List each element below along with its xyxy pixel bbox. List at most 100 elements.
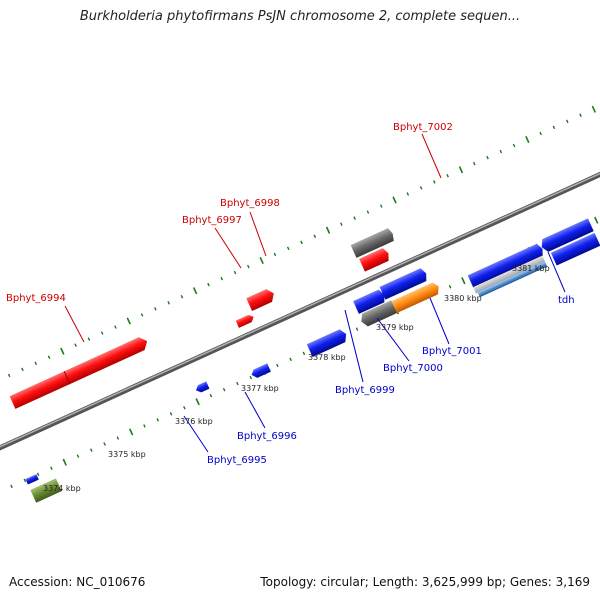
minor-tick: [114, 325, 117, 329]
minor-tick: [169, 412, 173, 416]
gene-labels: Bphyt_6994 Bphyt_6997 Bphyt_6998 Bphyt_7…: [6, 122, 575, 466]
minor-tick: [236, 381, 239, 386]
minor-tick: [366, 210, 370, 214]
minor-tick: [379, 204, 383, 208]
kbp-label: 3380 kbp: [444, 294, 482, 303]
minor-tick: [74, 343, 77, 347]
major-tick: [192, 287, 198, 295]
minor-tick: [89, 448, 93, 452]
minor-tick: [154, 307, 157, 311]
major-tick: [60, 347, 65, 355]
gene-feature-bphyt-6994[interactable]: [9, 335, 150, 409]
minor-tick: [76, 454, 80, 458]
minor-tick: [448, 285, 452, 289]
map-title: Burkholderia phytofirmans PsJN chromosom…: [79, 9, 521, 24]
minor-tick: [419, 186, 423, 190]
minor-tick: [87, 337, 91, 341]
minor-tick: [486, 155, 489, 160]
minor-tick: [313, 234, 317, 239]
major-tick: [392, 196, 397, 204]
gene-label-bphyt-7002: Bphyt_7002: [393, 122, 453, 133]
gene-feature-bphyt-6998[interactable]: [246, 287, 276, 311]
minor-tick: [100, 331, 104, 335]
gene-feature-tdh[interactable]: [473, 255, 548, 298]
gene-feature-gray-upper[interactable]: [350, 227, 396, 258]
minor-tick: [340, 222, 343, 226]
minor-tick: [579, 113, 582, 117]
minor-tick: [209, 393, 213, 398]
gene-label-bphyt-7000: Bphyt_7000: [383, 363, 443, 374]
minor-tick: [539, 131, 542, 136]
gene-feature-bphyt-6995[interactable]: [194, 381, 210, 394]
major-tick: [525, 135, 530, 144]
gene-feature-blue-right-2[interactable]: [539, 218, 594, 253]
minor-tick: [286, 246, 290, 251]
minor-tick: [167, 301, 170, 305]
minor-tick: [353, 216, 356, 220]
minor-tick: [180, 294, 184, 299]
minor-tick: [276, 363, 279, 368]
gene-label-bphyt-6999: Bphyt_6999: [335, 385, 395, 396]
kbp-label: 3381 kbp: [512, 264, 550, 273]
minor-tick: [183, 406, 186, 410]
minor-tick: [289, 357, 292, 362]
gene-feature-blue-mid-2[interactable]: [379, 267, 429, 300]
minor-tick: [300, 240, 303, 245]
accession-text: Accession: NC_010676: [9, 575, 146, 589]
minor-tick: [222, 387, 226, 392]
gene-feature-bphyt-6997[interactable]: [235, 313, 256, 328]
minor-tick: [34, 361, 38, 366]
minor-tick: [10, 484, 13, 489]
minor-tick: [355, 327, 359, 331]
gene-label-bphyt-6995: Bphyt_6995: [207, 455, 267, 466]
kbp-label: 3376 kbp: [175, 417, 213, 426]
minor-tick: [565, 119, 569, 124]
gene-label-tdh: tdh: [558, 295, 575, 306]
tick-track-upper: [7, 105, 597, 378]
minor-tick: [552, 125, 556, 130]
gene-feature-blue-right-3[interactable]: [550, 232, 600, 266]
minor-tick: [103, 442, 106, 446]
minor-tick: [36, 472, 40, 477]
major-tick: [591, 105, 597, 113]
chromosome-backbone: [0, 171, 600, 451]
minor-tick: [116, 436, 120, 440]
gene-feature-bphyt-6996[interactable]: [250, 363, 271, 379]
minor-tick: [249, 375, 253, 380]
gene-label-bphyt-6998: Bphyt_6998: [220, 198, 280, 209]
major-tick: [259, 256, 264, 265]
kbp-label: 3379 kbp: [376, 323, 414, 332]
gene-label-bphyt-6996: Bphyt_6996: [237, 431, 297, 442]
minor-tick: [50, 466, 53, 470]
major-tick: [128, 428, 134, 436]
minor-tick: [247, 264, 250, 269]
major-tick: [461, 277, 466, 285]
gene-feature-blue-left[interactable]: [25, 474, 39, 485]
gene-label-bphyt-7001: Bphyt_7001: [422, 346, 482, 357]
gene-feature-blue-right-1[interactable]: [467, 243, 546, 289]
minor-tick: [406, 192, 410, 196]
gene-feature-bphyt-7000[interactable]: [358, 300, 397, 328]
minor-tick: [446, 174, 449, 178]
minor-tick: [273, 252, 277, 257]
minor-tick: [140, 313, 144, 317]
minor-tick: [23, 478, 27, 483]
kbp-label: 3378 kbp: [308, 353, 346, 362]
label-leaders: [64, 133, 566, 453]
gene-feature-bphyt-7002[interactable]: [359, 247, 391, 272]
topology-summary-text: Topology: circular; Length: 3,625,999 bp…: [260, 575, 590, 589]
gene-feature-bphyt-6999[interactable]: [306, 328, 349, 357]
gene-feature-olive[interactable]: [30, 478, 62, 503]
major-tick: [126, 317, 131, 325]
minor-tick: [156, 418, 160, 422]
minor-tick: [512, 143, 516, 148]
major-tick: [195, 398, 200, 406]
minor-tick: [7, 373, 11, 378]
minor-tick: [302, 351, 306, 356]
gene-label-bphyt-6994: Bphyt_6994: [6, 293, 66, 304]
minor-tick: [47, 355, 51, 359]
gene-feature-blue-mid-1[interactable]: [353, 288, 387, 314]
gene-feature-bphyt-7001[interactable]: [391, 281, 442, 314]
kbp-label: 3374 kbp: [43, 484, 81, 493]
